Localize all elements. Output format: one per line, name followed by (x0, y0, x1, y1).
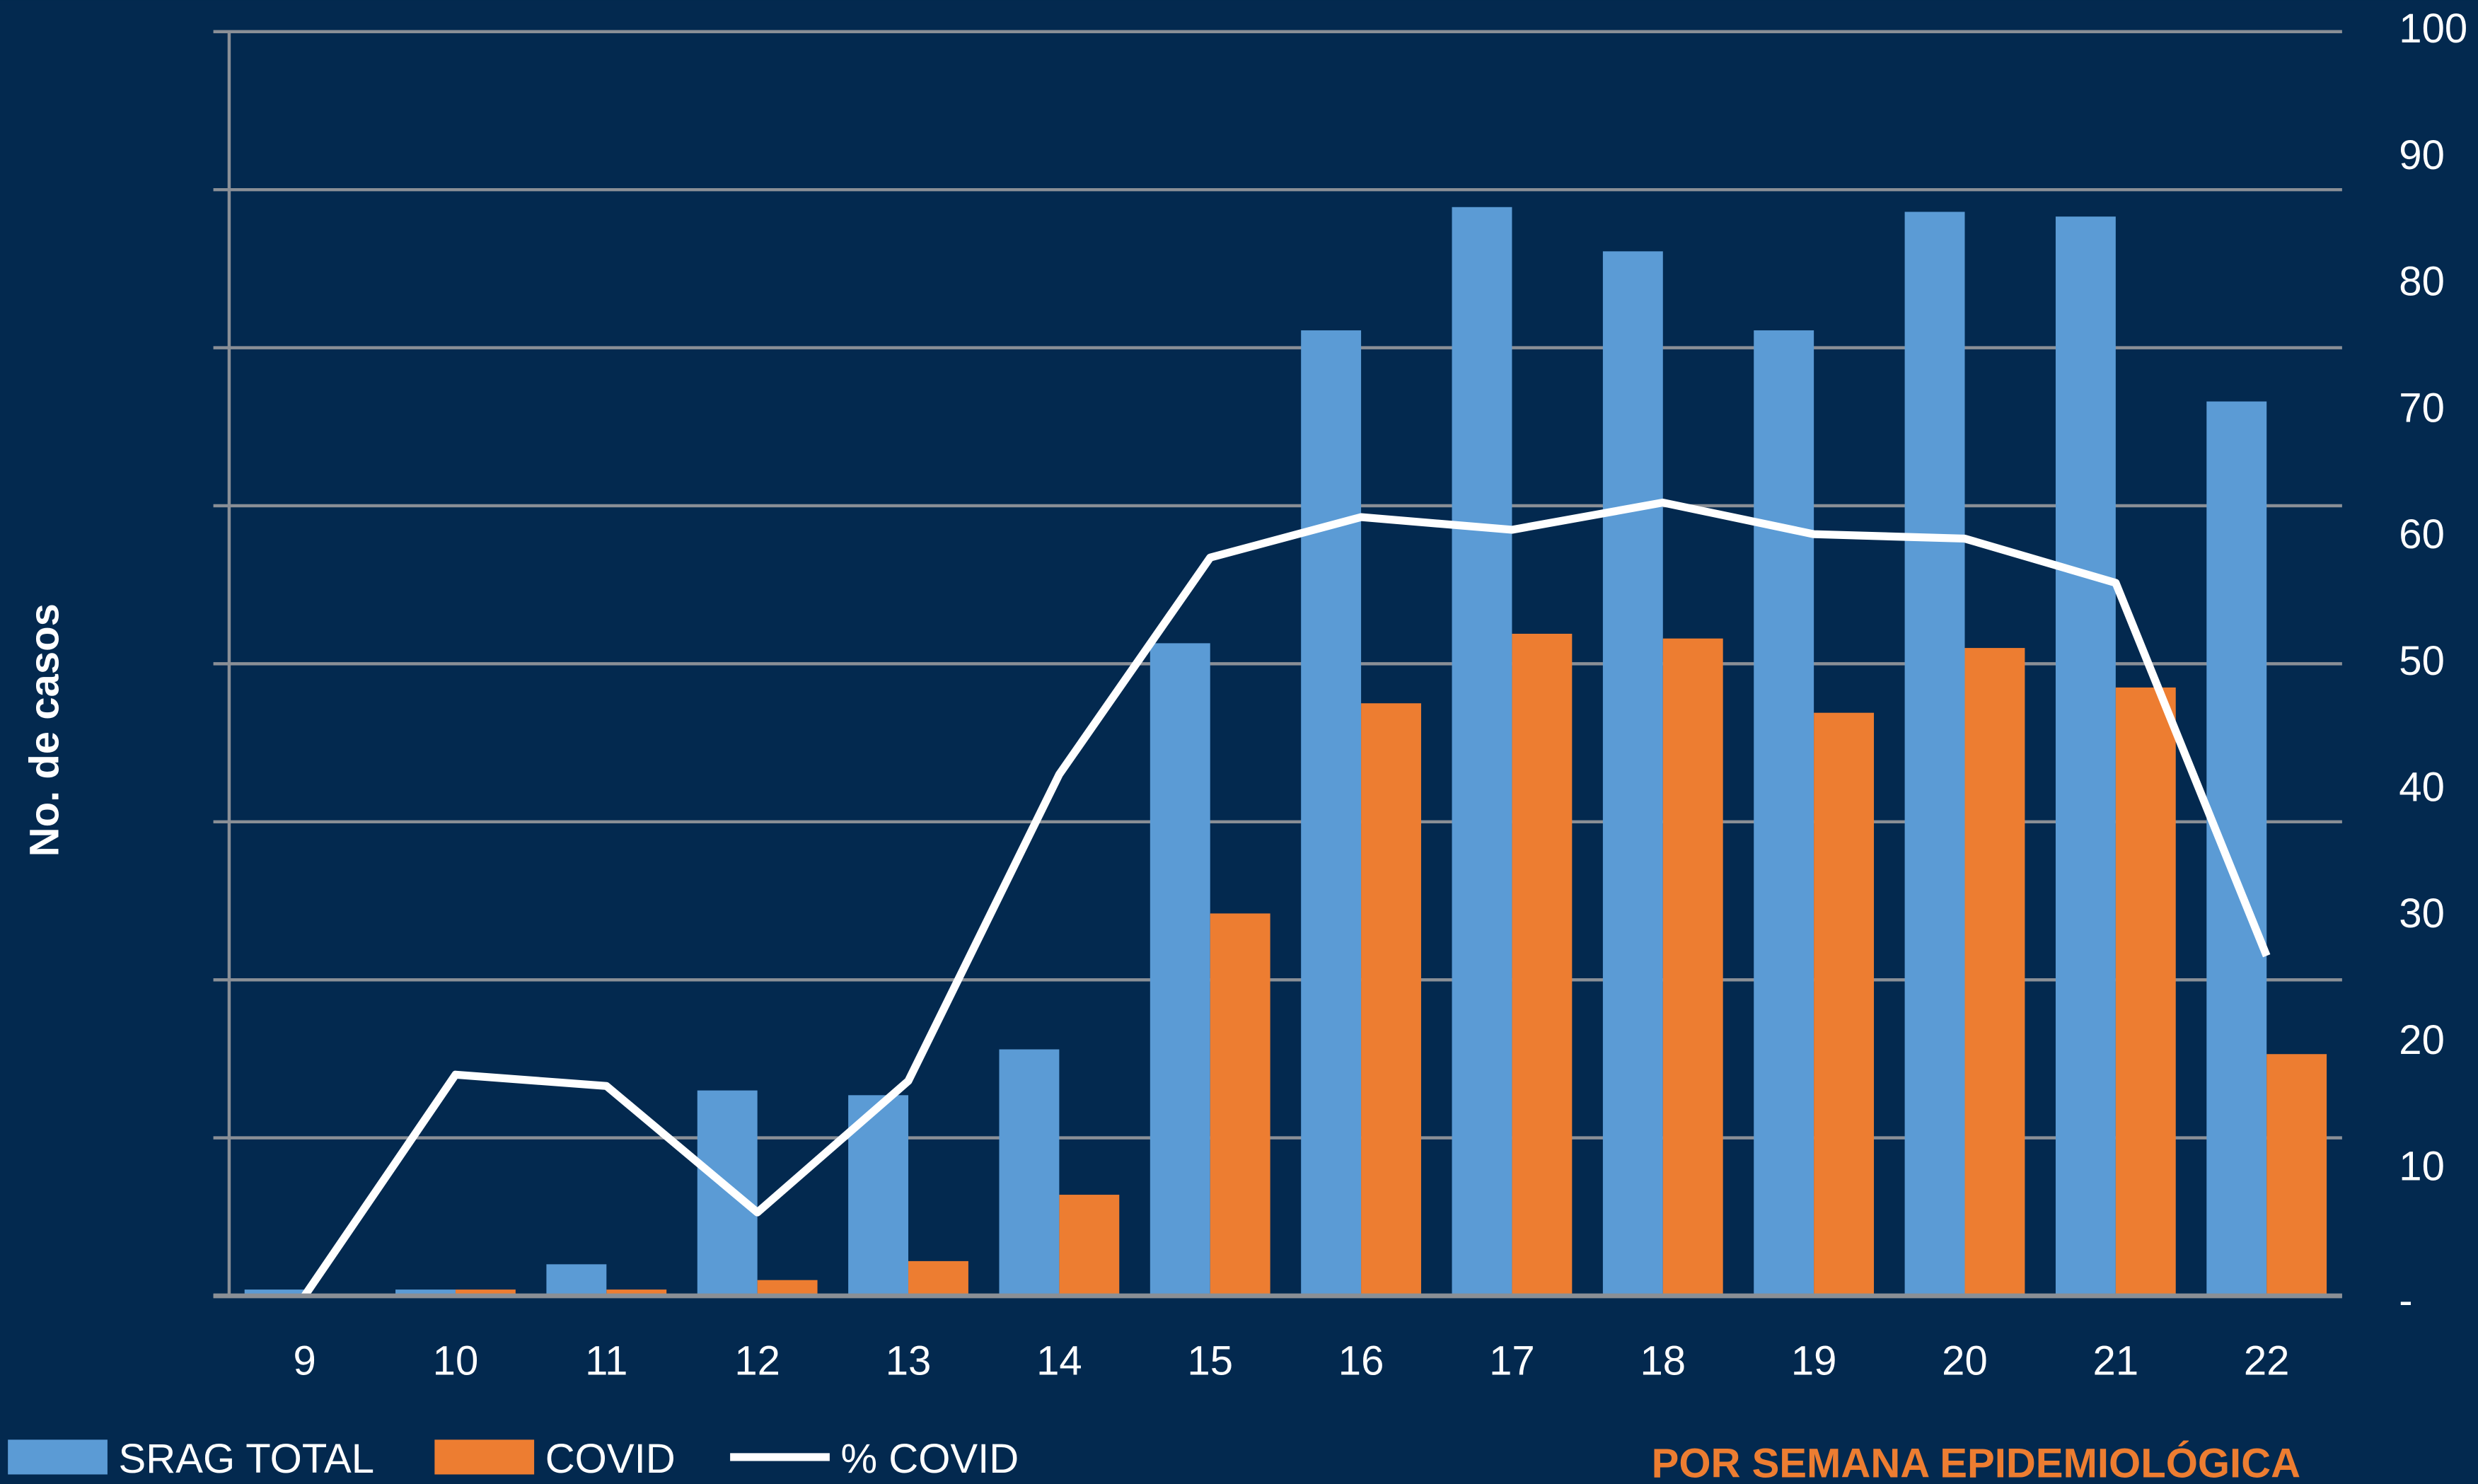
y2-tick-label: 60 (2399, 511, 2445, 557)
bar (1150, 643, 1210, 1297)
bar (244, 1289, 305, 1297)
y2-tick-label: - (2399, 1278, 2412, 1324)
bar (999, 1049, 1060, 1297)
x-tick-label: 12 (734, 1338, 780, 1384)
bar (2206, 401, 2267, 1297)
bar (1059, 1195, 1120, 1297)
y2-tick-label: 50 (2399, 638, 2445, 684)
legend-swatch (434, 1439, 535, 1475)
legend-label: SRAG TOTAL (119, 1436, 375, 1482)
bar (908, 1260, 968, 1297)
legend-label: % COVID (841, 1436, 1019, 1482)
bar (1602, 251, 1663, 1297)
legend-label: COVID (545, 1436, 676, 1482)
x-tick-label: 17 (1489, 1338, 1535, 1384)
x-tick-label: 22 (2244, 1338, 2290, 1384)
bar (2055, 216, 2116, 1297)
bar (606, 1289, 667, 1297)
x-tick-label: 20 (1942, 1338, 1988, 1384)
bar (2266, 1054, 2327, 1297)
y2-tick-label: 90 (2399, 132, 2445, 178)
bar (1964, 648, 2025, 1297)
legend-swatch (8, 1439, 108, 1475)
bar (546, 1264, 607, 1297)
x-tick-label: 21 (2093, 1338, 2139, 1384)
bar (1452, 207, 1512, 1297)
x-tick-label: 19 (1791, 1338, 1837, 1384)
bar (697, 1090, 758, 1297)
x-tick-label: 11 (585, 1338, 627, 1384)
bar (1904, 211, 1965, 1297)
y2-tick-label: 30 (2399, 891, 2445, 937)
x-tick-label: 16 (1338, 1338, 1384, 1384)
x-tick-label: 13 (886, 1338, 932, 1384)
y2-tick-label: 40 (2399, 764, 2445, 810)
bar (1210, 913, 1270, 1297)
y2-tick-label: 70 (2399, 385, 2445, 431)
line-series (301, 498, 2271, 1299)
bar (1361, 703, 1421, 1297)
x-tick-label: 14 (1036, 1338, 1082, 1384)
x-tick-label: 18 (1640, 1338, 1686, 1384)
y2-tick-label: 100 (2399, 6, 2467, 52)
bar (455, 1289, 516, 1297)
bar (395, 1289, 456, 1297)
bar (757, 1280, 818, 1297)
x-tick-label: 9 (293, 1338, 315, 1384)
x-tick-label: 10 (433, 1338, 479, 1384)
note: POR SEMANA EPIDEMIOLÓGICA (1652, 1441, 2300, 1484)
bar (1512, 633, 1573, 1297)
y2-tick-label: 80 (2399, 259, 2445, 305)
bar (2115, 687, 2176, 1297)
x-tick-label: 15 (1187, 1338, 1233, 1384)
bar (1662, 638, 1723, 1297)
bar (1301, 330, 1362, 1297)
y-axis-label: No. de casos (21, 603, 67, 857)
y2-tick-label: 10 (2399, 1144, 2445, 1190)
bar (1754, 330, 1814, 1297)
y2-tick-label: 20 (2399, 1017, 2445, 1063)
bar (1814, 712, 1875, 1297)
